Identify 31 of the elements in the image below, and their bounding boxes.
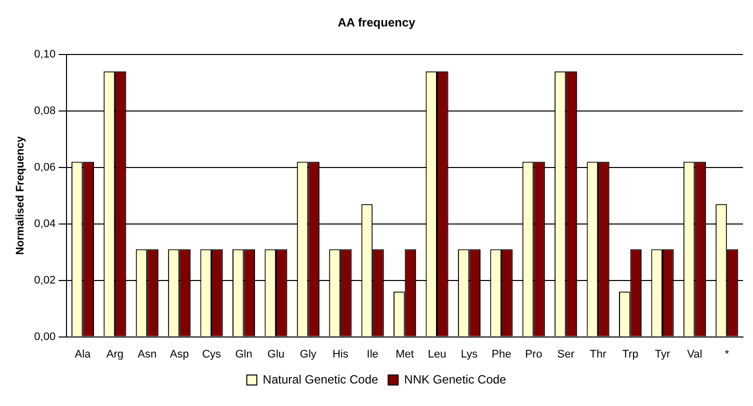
y-tick-label: 0,02 bbox=[34, 274, 56, 286]
x-tick-label: Thr bbox=[590, 348, 607, 360]
x-tick-label: Glu bbox=[267, 348, 285, 360]
x-tick-label: Ile bbox=[366, 348, 378, 360]
x-tick-label: Phe bbox=[492, 348, 512, 360]
x-tick-label: Cys bbox=[202, 348, 222, 360]
x-tick-label: Gln bbox=[235, 348, 252, 360]
x-tick-label: Met bbox=[396, 348, 414, 360]
x-tick-label: Lys bbox=[460, 348, 478, 360]
y-tick-label: 0,06 bbox=[34, 161, 56, 174]
x-tick-label: Leu bbox=[428, 348, 446, 360]
legend-label: Natural Genetic Code bbox=[262, 372, 378, 386]
legend-label: NNK Genetic Code bbox=[404, 372, 507, 386]
y-tick-label: 0,08 bbox=[34, 104, 56, 117]
x-tick-label: Asp bbox=[170, 348, 189, 360]
x-tick-label: Ala bbox=[74, 348, 92, 360]
x-tick-label: Val bbox=[687, 348, 702, 360]
x-tick-label: His bbox=[332, 348, 349, 360]
x-tick-label: Gly bbox=[300, 348, 317, 360]
x-tick-label: Ser bbox=[557, 348, 575, 360]
x-tick-label: Asn bbox=[138, 348, 157, 360]
x-tick-label: * bbox=[724, 348, 730, 360]
y-tick-label: 0,04 bbox=[34, 218, 56, 230]
x-tick-label: Arg bbox=[106, 348, 124, 360]
x-tick-label: Tyr bbox=[654, 348, 670, 360]
y-tick-label: 0,10 bbox=[34, 48, 56, 60]
x-tick-label: Trp bbox=[622, 348, 638, 360]
y-tick-label: 0,00 bbox=[34, 330, 56, 343]
chart-title: AA frequency bbox=[338, 16, 416, 30]
y-axis-title: Normalised Frequency bbox=[14, 135, 27, 255]
x-tick-label: Pro bbox=[525, 348, 542, 360]
